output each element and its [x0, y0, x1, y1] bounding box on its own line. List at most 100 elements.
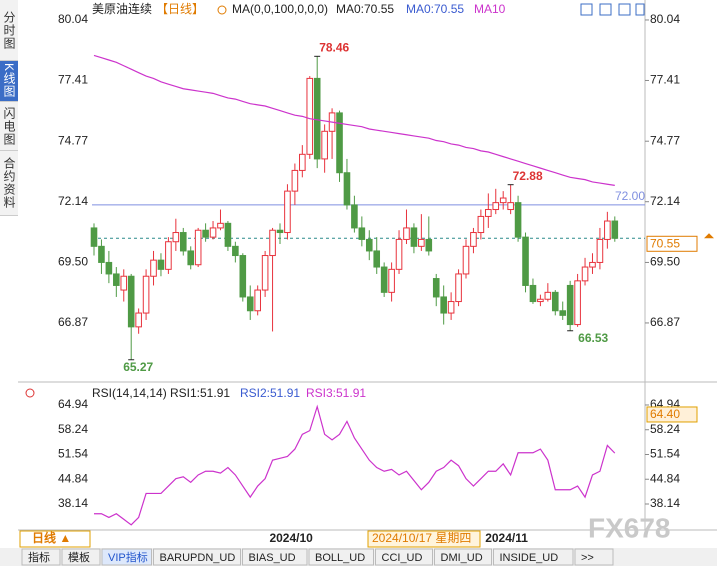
tab-label[interactable]: VIP指标: [108, 550, 148, 564]
candle-body: [551, 291, 559, 312]
candle-body: [105, 261, 113, 275]
y-tick-label: 74.77: [58, 133, 88, 147]
y-tick-label: 77.41: [650, 73, 680, 87]
rsi-line: [94, 404, 616, 526]
candle-body: [529, 284, 537, 303]
rsi-tick-label: 58.24: [650, 422, 680, 436]
ma0: MA0:70.55: [336, 2, 394, 16]
tab[interactable]: [21, 548, 61, 566]
candle-body: [120, 275, 128, 291]
rsi-tick-label: 38.14: [58, 496, 88, 510]
candle-body: [611, 220, 619, 239]
candle-body: [269, 229, 276, 257]
tab-label[interactable]: >>: [581, 552, 594, 564]
y-tick-label: 66.87: [58, 315, 88, 329]
period-select[interactable]: 日线 ▲: [32, 530, 71, 545]
candle-body: [142, 275, 150, 314]
side-tab[interactable]: 分时图: [0, 0, 18, 61]
rsi1: RSI1:51.91: [170, 386, 230, 400]
tab[interactable]: [574, 548, 614, 566]
rsi-marker-label: 64.40: [650, 407, 680, 421]
candle-body: [135, 312, 142, 328]
reference-label: 72.00: [615, 189, 645, 203]
candle-body: [232, 245, 239, 257]
candle-body: [194, 229, 202, 266]
candle-body: [179, 232, 187, 252]
last-price-box: [646, 235, 698, 252]
candle-body: [544, 291, 552, 300]
candle-body: [514, 202, 522, 238]
candle-body: [566, 284, 574, 326]
y-tick-label: 74.77: [650, 133, 680, 147]
rsi3: RSI3:51.91: [306, 386, 366, 400]
tab[interactable]: [61, 548, 101, 566]
candle-body: [410, 227, 418, 247]
toolbar-icons[interactable]: [580, 3, 645, 16]
candle-body: [202, 229, 209, 238]
candle-body: [150, 259, 157, 277]
candle-body: [477, 215, 485, 234]
tab-label[interactable]: 模板: [68, 550, 90, 564]
candle-body: [470, 232, 477, 247]
candle-body: [261, 255, 269, 291]
candle-body: [373, 250, 381, 268]
extreme-label: 66.53: [578, 331, 608, 345]
y-tick-label: 80.04: [58, 12, 88, 26]
tab[interactable]: [308, 548, 374, 566]
candle-body: [403, 227, 410, 240]
tab[interactable]: [242, 548, 308, 566]
rsi-tick-label: 58.24: [58, 422, 88, 436]
rsi-tick-label: 51.54: [650, 447, 680, 461]
y-tick-label: 77.41: [58, 73, 88, 87]
candle-body: [388, 268, 395, 293]
tab[interactable]: [434, 548, 492, 566]
rsi-tick-label: 51.54: [58, 447, 88, 461]
candle-body: [447, 301, 455, 314]
tab-label[interactable]: BIAS_UD: [249, 552, 296, 564]
candle-body: [239, 255, 247, 298]
tab-label[interactable]: INSIDE_UD: [500, 552, 559, 564]
tab-label[interactable]: CCI_UD: [382, 552, 423, 564]
candle-body: [165, 241, 172, 270]
tab[interactable]: [153, 548, 241, 566]
extreme-label: 65.27: [123, 360, 153, 374]
icon: [25, 388, 35, 398]
tab-label[interactable]: DMI_UD: [441, 552, 483, 564]
tab[interactable]: [493, 548, 574, 566]
candle-body: [425, 238, 433, 252]
candle-body: [351, 204, 358, 229]
side-tab[interactable]: 合约资料: [0, 151, 18, 216]
tab[interactable]: [101, 548, 152, 566]
candle-body: [291, 169, 299, 192]
candle-body: [172, 232, 180, 243]
candle-body: [90, 227, 98, 247]
candle-body: [321, 130, 328, 160]
rsi-tick-label: 44.84: [650, 471, 680, 485]
candle-body: [418, 238, 425, 247]
y-tick-label: 69.50: [58, 255, 88, 269]
candle-body: [246, 296, 254, 312]
candle-body: [299, 153, 306, 171]
rsi2: RSI2:51.91: [240, 386, 300, 400]
candle-body: [455, 273, 462, 303]
watermark: FX678: [588, 512, 671, 543]
extreme-label: 78.46: [319, 40, 349, 54]
y-tick-label: 69.50: [650, 255, 680, 269]
tab-label[interactable]: BARUPDN_UD: [160, 552, 236, 564]
tab[interactable]: [375, 548, 433, 566]
rsi-params: RSI(14,14,14): [92, 386, 167, 400]
side-tab[interactable]: K线图: [0, 61, 18, 102]
tab-label[interactable]: BOLL_UD: [315, 552, 365, 564]
y-tick-label: 80.04: [650, 12, 680, 26]
candle-body: [604, 220, 611, 240]
period-box[interactable]: [19, 530, 91, 548]
tab-label[interactable]: 指标: [28, 550, 50, 564]
last-price-arrow: [704, 233, 714, 239]
last-price-label: 70.55: [650, 236, 680, 250]
side-tab[interactable]: 闪电图: [0, 102, 18, 151]
candle-body: [499, 197, 507, 204]
candle-body: [522, 236, 529, 286]
candle-body: [98, 245, 105, 263]
